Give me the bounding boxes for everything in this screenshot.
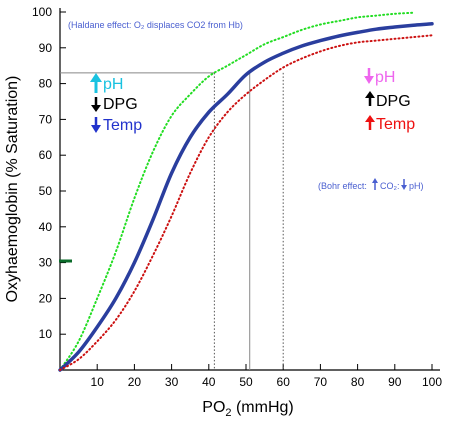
y-axis-title: Oxyhaemoglobin (% Saturation) <box>4 76 21 303</box>
x-axis-title: PO2 (mmHg) <box>202 399 293 419</box>
y-tick-label: 50 <box>39 184 53 198</box>
y-tick-label: 80 <box>39 77 53 91</box>
x-ticks: 10 20 30 40 50 60 70 80 90 100 <box>91 364 442 389</box>
x-tick-label: 80 <box>351 375 365 389</box>
y-tick-label: 90 <box>39 41 53 55</box>
bohr-prefix: (Bohr effect: <box>318 181 367 191</box>
x-tick-label: 90 <box>388 375 402 389</box>
x-tick-label: 40 <box>202 375 216 389</box>
y-tick-label: 70 <box>39 112 53 126</box>
x-tick-label: 60 <box>277 375 291 389</box>
bohr-up-arrow-icon <box>372 178 378 190</box>
down-arrow-black-icon <box>91 97 101 112</box>
y-tick-label: 30 <box>39 256 53 270</box>
bohr-ph: pH) <box>409 181 424 191</box>
bohr-note: (Bohr effect: CO₂: pH) <box>318 178 424 191</box>
left-shift-labels: pH DPG Temp <box>90 73 142 134</box>
up-arrow-cyan-icon <box>90 73 102 93</box>
y-tick-label: 20 <box>39 291 53 305</box>
y-tick-label: 60 <box>39 148 53 162</box>
bohr-down-arrow-icon <box>401 179 407 190</box>
x-tick-label: 50 <box>239 375 253 389</box>
down-arrow-magenta-icon <box>364 68 374 84</box>
right-shift-curve <box>59 34 433 371</box>
y-tick-label: 10 <box>39 327 53 341</box>
left-ph-label: pH <box>103 76 123 93</box>
right-ph-label: pH <box>375 69 395 86</box>
right-shift-labels: pH DPG Temp <box>364 68 415 133</box>
x-tick-label: 70 <box>314 375 328 389</box>
y-tick-label: 40 <box>39 220 53 234</box>
x-tick-label: 30 <box>165 375 179 389</box>
normal-curve <box>58 22 434 372</box>
reference-lines <box>60 72 284 370</box>
left-temp-label: Temp <box>103 117 142 134</box>
series-group <box>58 11 434 372</box>
left-shift-curve <box>59 11 415 371</box>
left-dpg-label: DPG <box>103 96 138 113</box>
down-arrow-blue-icon <box>91 117 101 133</box>
up-arrow-black-icon <box>365 91 375 106</box>
y-ticks: 10 20 30 40 50 60 70 80 90 100 <box>32 5 66 341</box>
bohr-co2: CO₂: <box>380 181 400 191</box>
haldane-note: (Haldane effect: O₂ displaces CO2 from H… <box>68 20 243 30</box>
right-temp-label: Temp <box>376 116 415 133</box>
x-tick-label: 100 <box>422 375 442 389</box>
up-arrow-red-icon <box>365 115 375 130</box>
y-tick-label: 100 <box>32 5 52 19</box>
x-tick-label: 10 <box>91 375 105 389</box>
right-dpg-label: DPG <box>376 93 411 110</box>
x-tick-label: 20 <box>128 375 142 389</box>
